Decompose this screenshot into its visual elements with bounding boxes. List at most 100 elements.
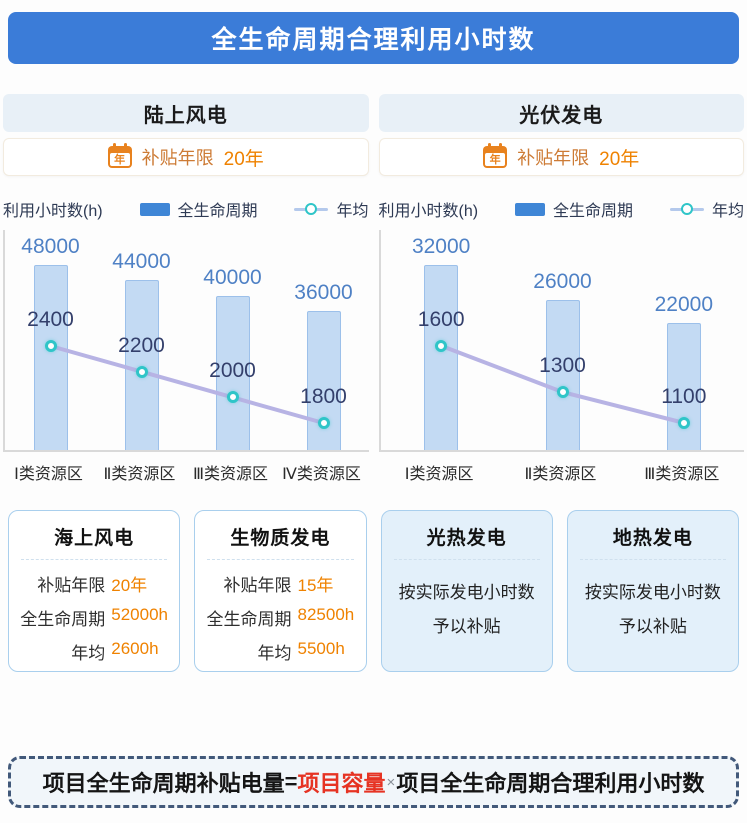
formula-times: × bbox=[386, 773, 396, 791]
card-note: 按实际发电小时数 予以补贴 bbox=[386, 576, 548, 644]
formula-box: 项目全生命周期补贴电量 = 项目容量 × 项目全生命周期合理利用小时数 bbox=[8, 756, 739, 808]
card-row-value: 52000h bbox=[111, 605, 168, 624]
chart-legend: 利用小时数(h) 全生命周期 年均 bbox=[3, 196, 369, 222]
card-divider bbox=[393, 559, 540, 560]
card-row-label: 全生命周期 bbox=[206, 610, 292, 629]
card-biomass: 生物质发电 补贴年限 15年 全生命周期 82500h 年均 5500h bbox=[194, 510, 367, 672]
subsidy-row-solar-pv: 年 补贴年限 20年 bbox=[378, 138, 744, 176]
card-row-label: 补贴年限 bbox=[37, 576, 106, 595]
x-axis-label: Ⅰ类资源区 bbox=[404, 466, 474, 483]
bar bbox=[306, 311, 341, 450]
card-geothermal: 地热发电 按实际发电小时数 予以补贴 bbox=[566, 510, 739, 672]
card-row-label: 年均 bbox=[71, 644, 106, 663]
line-marker-icon bbox=[556, 386, 569, 399]
section-solar-pv: 光伏发电 年 补贴年限 20年 利用小时数(h) 全生命周期 年均 32000 2 bbox=[378, 94, 745, 483]
formula-highlight: 项目容量 bbox=[297, 771, 386, 796]
line-marker-icon bbox=[677, 417, 690, 429]
column-title: 光伏发电 bbox=[519, 104, 604, 127]
line-marker-icon bbox=[317, 417, 330, 429]
line-value-label: 1300 bbox=[539, 354, 586, 378]
line-marker-icon bbox=[226, 391, 239, 404]
card-row-value: 15年 bbox=[297, 576, 334, 595]
chart-legend: 利用小时数(h) 全生命周期 年均 bbox=[378, 196, 744, 222]
bar-legend-swatch-icon bbox=[515, 202, 546, 216]
bar-value-label: 26000 bbox=[533, 270, 592, 293]
card-divider bbox=[207, 559, 354, 560]
subsidy-value: 20年 bbox=[223, 148, 264, 170]
x-axis-label: Ⅲ类资源区 bbox=[644, 466, 720, 483]
bar-value-label: 32000 bbox=[411, 235, 471, 258]
card-rows: 补贴年限 20年 全生命周期 52000h 年均 2600h bbox=[13, 571, 175, 664]
line-legend-label: 年均 bbox=[336, 203, 369, 220]
line-legend-label: 年均 bbox=[711, 203, 744, 220]
bar-legend-label: 全生命周期 bbox=[177, 203, 258, 220]
legend-item-line: 年均 bbox=[294, 197, 369, 221]
formula-rhs: 项目全生命周期合理利用小时数 bbox=[396, 771, 705, 796]
legend-item-line: 年均 bbox=[669, 197, 744, 221]
card-rows: 补贴年限 15年 全生命周期 82500h 年均 5500h bbox=[199, 571, 361, 664]
legend-item-bar: 全生命周期 bbox=[139, 197, 258, 221]
formula-equals: = bbox=[284, 769, 298, 794]
x-axis-label: Ⅱ类资源区 bbox=[524, 466, 597, 483]
formula-lhs: 项目全生命周期补贴电量 bbox=[42, 771, 285, 796]
card-note-line: 按实际发电小时数 bbox=[398, 583, 535, 602]
subsidy-label: 补贴年限 bbox=[141, 148, 214, 168]
x-axis-labels: Ⅰ类资源区 Ⅱ类资源区 Ⅲ类资源区 bbox=[379, 452, 745, 483]
card-note-line: 按实际发电小时数 bbox=[584, 583, 721, 602]
card-row-label: 补贴年限 bbox=[223, 576, 292, 595]
subsidy-label: 补贴年限 bbox=[517, 148, 590, 168]
line-marker-icon bbox=[44, 340, 57, 352]
card-note: 按实际发电小时数 予以补贴 bbox=[572, 576, 734, 644]
line-value-label: 1100 bbox=[661, 385, 707, 408]
card-row-value: 82500h bbox=[297, 605, 355, 624]
card-offshore-wind: 海上风电 补贴年限 20年 全生命周期 52000h 年均 2600h bbox=[8, 510, 181, 672]
card-divider bbox=[21, 559, 168, 560]
calendar-icon: 年 bbox=[483, 143, 508, 168]
line-value-label: 2400 bbox=[27, 308, 74, 331]
card-title: 海上风电 bbox=[54, 528, 135, 549]
line-value-label: 2000 bbox=[209, 359, 256, 383]
calendar-icon: 年 bbox=[107, 143, 132, 168]
calendar-icon-char: 年 bbox=[489, 154, 501, 166]
subsidy-row-onshore-wind: 年 补贴年限 20年 bbox=[3, 138, 369, 176]
plot-area: 32000 26000 22000 1600 1300 1100 bbox=[378, 230, 744, 452]
x-axis-labels: Ⅰ类资源区 Ⅱ类资源区 Ⅲ类资源区 Ⅳ类资源区 bbox=[3, 452, 369, 483]
bar-value-label: 48000 bbox=[21, 235, 80, 258]
card-note-line: 予以补贴 bbox=[432, 617, 501, 636]
column-title: 陆上风电 bbox=[143, 104, 228, 127]
card-row-value: 5500h bbox=[297, 639, 345, 658]
card-title: 生物质发电 bbox=[230, 528, 331, 549]
card-note-line: 予以补贴 bbox=[618, 617, 687, 636]
page-title-banner: 全生命周期合理利用小时数 bbox=[8, 12, 739, 64]
column-header-solar-pv: 光伏发电 bbox=[378, 94, 744, 132]
chart-columns: 陆上风电 年 补贴年限 20年 利用小时数(h) 全生命周期 年均 48000 4 bbox=[0, 94, 747, 483]
line-value-label: 1800 bbox=[300, 385, 347, 408]
card-row-label: 年均 bbox=[257, 644, 292, 663]
plot-area: 48000 44000 40000 36000 2400 2200 2000 1800 bbox=[3, 230, 369, 452]
legend-item-bar: 全生命周期 bbox=[515, 197, 633, 221]
y-axis-title: 利用小时数(h) bbox=[378, 203, 479, 220]
bar-value-label: 44000 bbox=[112, 250, 171, 273]
bar-value-label: 22000 bbox=[654, 293, 714, 316]
line-value-label: 1600 bbox=[417, 308, 465, 331]
calendar-icon-char: 年 bbox=[114, 154, 126, 166]
chart-onshore-wind: 48000 44000 40000 36000 2400 2200 2000 1800 Ⅰ类资… bbox=[3, 230, 369, 483]
card-title: 光热发电 bbox=[426, 528, 507, 549]
column-header-onshore-wind: 陆上风电 bbox=[3, 94, 369, 132]
card-row-value: 20年 bbox=[111, 576, 148, 595]
bar bbox=[33, 265, 68, 450]
line-marker-icon bbox=[135, 365, 148, 378]
energy-cards: 海上风电 补贴年限 20年 全生命周期 52000h 年均 2600h 生物质发… bbox=[0, 510, 747, 672]
bar-value-label: 40000 bbox=[203, 266, 262, 289]
page-title: 全生命周期合理利用小时数 bbox=[211, 26, 536, 54]
y-axis-title: 利用小时数(h) bbox=[3, 203, 103, 220]
card-title: 地热发电 bbox=[612, 528, 693, 549]
bar-legend-label: 全生命周期 bbox=[553, 203, 634, 220]
line-legend-glyph-icon bbox=[294, 203, 329, 215]
card-row-label: 全生命周期 bbox=[20, 610, 106, 629]
x-axis-label: Ⅲ类资源区 bbox=[192, 466, 269, 483]
line-value-label: 2200 bbox=[118, 333, 165, 357]
x-axis-label: Ⅰ类资源区 bbox=[14, 466, 83, 483]
card-row-value: 2600h bbox=[111, 639, 159, 658]
